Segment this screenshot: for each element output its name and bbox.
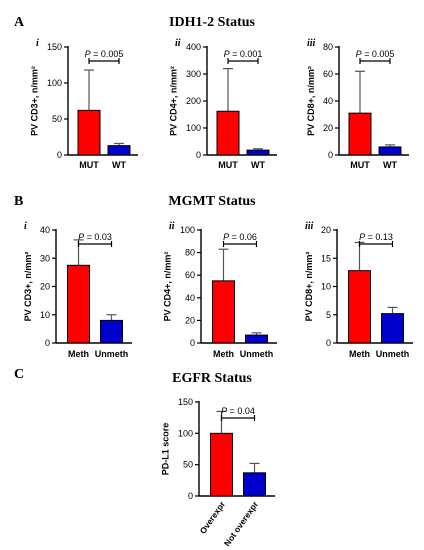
y-tick-label: 50 (52, 114, 62, 124)
y-tick-label: 80 (185, 248, 195, 258)
y-tick-label: 300 (186, 69, 201, 79)
category-label: WT (112, 160, 126, 170)
y-tick-label: 30 (40, 253, 50, 263)
y-tick-label: 100 (178, 428, 193, 438)
chart-panel-a-ii: 0 100 200 300 400 PV CD4+, n/mm² ii MUT WT P = 0.… (169, 38, 277, 170)
y-tick-label: 40 (185, 293, 195, 303)
y-tick-label: 200 (186, 96, 201, 106)
y-tick-label: 50 (183, 460, 193, 470)
bar-wt (246, 149, 270, 156)
p-value-label: P = 0.005 (356, 49, 395, 59)
category-label: WT (251, 160, 265, 170)
y-tick-label: 100 (180, 225, 195, 235)
p-value-label: P = 0.005 (85, 49, 124, 59)
p-value-label: P = 0.04 (221, 406, 255, 416)
panel-label: ii (169, 221, 175, 232)
panel-label: iii (307, 38, 316, 49)
y-tick-label: 0 (190, 338, 195, 348)
y-axis-label: PV CD4+, n/mm² (169, 66, 179, 136)
bar-overexpr (210, 432, 233, 497)
y-tick-label: 80 (323, 42, 333, 52)
section-title-b: MGMT Status (168, 194, 256, 209)
p-value-label: P = 0.13 (359, 232, 393, 242)
category-label: Not overexpr (222, 499, 261, 548)
category-label: WT (383, 160, 397, 170)
bar-not-overexpr (243, 472, 266, 497)
bar-unmeth (381, 313, 404, 344)
bar-wt (107, 145, 131, 156)
bar-unmeth (100, 319, 123, 344)
bar-mut (216, 110, 240, 156)
y-tick-label: 15 (321, 253, 331, 263)
y-axis-label: PV CD4+, n/mm² (163, 252, 173, 322)
y-tick-label: 60 (323, 69, 333, 79)
chart-panel-a-i: 0 50 100 150 PV CD3+, n/mm² i MUT WT P = 0.005 (30, 38, 138, 170)
category-label: MUT (218, 160, 238, 170)
y-tick-label: 20 (323, 123, 333, 133)
category-label: Unmeth (240, 349, 274, 359)
y-axis-label: PV CD3+, n/mm² (23, 252, 33, 322)
panel-label: i (24, 221, 27, 232)
section-title-c: EGFR Status (172, 371, 252, 386)
category-label: Unmeth (376, 349, 410, 359)
category-label: Overexpr (198, 499, 228, 536)
category-label: MUT (79, 160, 99, 170)
bar-meth (212, 280, 235, 344)
y-tick-label: 10 (40, 310, 50, 320)
y-tick-label: 40 (323, 96, 333, 106)
category-label: Meth (68, 349, 89, 359)
y-tick-label: 0 (188, 491, 193, 501)
panel-label: i (36, 38, 39, 49)
y-tick-label: 10 (321, 282, 331, 292)
y-axis-label: PV CD8+, n/mm² (306, 66, 316, 136)
y-axis-label: PV CD8+, n/mm² (304, 252, 314, 322)
panel-label: ii (175, 38, 181, 49)
category-label: Unmeth (95, 349, 129, 359)
y-tick-label: 20 (321, 225, 331, 235)
y-tick-label: 60 (185, 270, 195, 280)
chart-panel-b-ii: 0 20 40 60 80 100 PV CD4+, n/mm² ii Meth Unmeth P … (163, 221, 277, 359)
section-letter-a: A (14, 15, 25, 30)
y-tick-label: 0 (328, 150, 333, 160)
bar-wt (378, 146, 402, 156)
y-tick-label: 0 (57, 150, 62, 160)
p-value-label: P = 0.06 (223, 232, 257, 242)
bar-mut (77, 109, 101, 156)
section-letter-b: B (14, 194, 23, 209)
bar-unmeth (245, 334, 268, 344)
y-tick-label: 100 (47, 78, 62, 88)
p-value-label: P = 0.03 (78, 232, 112, 242)
y-tick-label: 40 (40, 225, 50, 235)
y-axis-label: PD-L1 score (161, 423, 171, 476)
y-tick-label: 0 (326, 338, 331, 348)
y-tick-label: 400 (186, 42, 201, 52)
p-value-label: P = 0.001 (224, 49, 263, 59)
bar-meth (348, 270, 371, 344)
y-tick-label: 150 (47, 42, 62, 52)
category-label: Meth (349, 349, 370, 359)
chart-panel-a-iii: 0 20 40 60 80 PV CD8+, n/mm² iii MUT WT P = 0.005 (306, 38, 409, 170)
y-tick-label: 20 (40, 282, 50, 292)
category-label: Meth (213, 349, 234, 359)
y-axis-label: PV CD3+, n/mm² (30, 66, 40, 136)
section-letter-c: C (14, 367, 24, 382)
y-tick-label: 0 (45, 338, 50, 348)
panel-label: iii (305, 221, 314, 232)
section-title-a: IDH1-2 Status (169, 15, 256, 30)
y-tick-label: 20 (185, 315, 195, 325)
bar-mut (348, 112, 372, 156)
y-tick-label: 100 (186, 123, 201, 133)
category-label: MUT (350, 160, 370, 170)
chart-panel-b-i: 0 10 20 30 40 PV CD3+, n/mm² i Meth Unmeth P = 0.… (23, 221, 132, 359)
chart-panel-b-iii: 0 5 10 15 20 PV CD8+, n/mm² iii Meth Unmeth P = 0… (304, 221, 413, 359)
y-tick-label: 5 (326, 310, 331, 320)
bar-meth (67, 264, 90, 344)
y-tick-label: 150 (178, 397, 193, 407)
y-tick-label: 0 (196, 150, 201, 160)
